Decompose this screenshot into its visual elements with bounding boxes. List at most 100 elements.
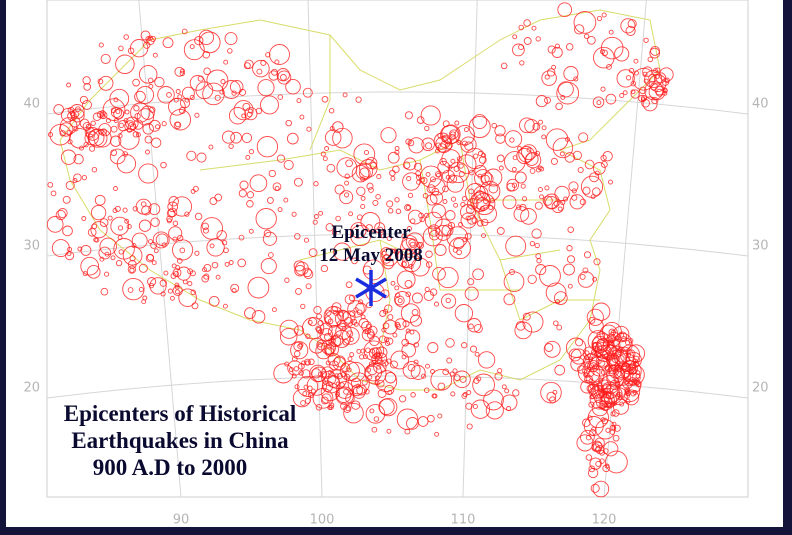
quake-circle — [247, 276, 270, 299]
quake-circle — [436, 172, 441, 178]
quake-circle — [413, 162, 422, 171]
quake-circle — [466, 390, 472, 395]
quake-circle — [592, 480, 610, 498]
quake-circle — [520, 183, 526, 189]
quake-circle — [62, 225, 73, 237]
quake-circle — [477, 151, 483, 157]
quake-circle — [344, 180, 350, 186]
quake-circle — [423, 387, 430, 393]
quake-circle — [203, 263, 212, 272]
boundaries — [59, 9, 661, 391]
quake-circle — [216, 230, 227, 241]
quake-circle — [382, 322, 390, 330]
quake-circle — [467, 318, 482, 333]
quake-circle — [610, 330, 616, 336]
quake-circle — [585, 434, 592, 441]
quake-circle — [384, 304, 393, 313]
quake-circle — [255, 208, 277, 230]
quake-circle — [303, 237, 310, 243]
quake-circle — [260, 258, 277, 275]
quake-circle — [396, 270, 416, 290]
quake-circle — [614, 377, 620, 383]
quake-circle — [140, 30, 151, 41]
quake-circle — [625, 363, 631, 369]
quake-circle — [252, 59, 270, 78]
quake-circle — [189, 44, 195, 50]
quake-circle — [465, 215, 471, 221]
quake-circle — [211, 261, 219, 269]
quake-circle — [87, 129, 105, 147]
lat-tick-label: 20 — [23, 381, 40, 396]
quake-circle — [402, 361, 421, 380]
quake-circle — [494, 372, 503, 381]
quake-circle — [313, 181, 319, 187]
quake-circle — [523, 19, 531, 27]
quake-circle — [161, 242, 167, 248]
quake-circle — [73, 173, 82, 182]
quake-circle — [387, 389, 393, 395]
quake-circle — [126, 127, 132, 133]
quake-circle — [167, 288, 173, 294]
quake-circle — [519, 203, 527, 212]
lon-tick-label: 100 — [310, 513, 335, 528]
quake-circle — [600, 36, 624, 60]
quake-circle — [141, 205, 152, 216]
quake-circle — [324, 129, 342, 146]
quake-circle — [115, 54, 135, 75]
quake-circle — [461, 342, 468, 349]
quake-circle — [617, 355, 625, 363]
quake-circle — [612, 434, 620, 442]
quake-circle — [202, 267, 207, 273]
quake-circle — [458, 163, 464, 169]
quake-circle — [600, 344, 617, 361]
quake-circle — [190, 289, 196, 296]
quake-circle — [77, 246, 83, 252]
quake-circle — [260, 95, 279, 115]
grid-line — [46, 375, 749, 399]
quake-circle — [527, 274, 537, 284]
quake-circle — [295, 287, 302, 295]
quake-circle — [651, 96, 659, 105]
quake-circle — [308, 358, 315, 366]
quake-circle — [306, 126, 312, 132]
lat-tick-label: 30 — [752, 239, 769, 254]
quake-circle — [271, 307, 277, 313]
quake-circle — [529, 240, 536, 247]
quake-circle — [134, 90, 146, 103]
quake-circle — [233, 100, 254, 121]
quake-circle — [504, 130, 523, 148]
quake-circle — [582, 353, 600, 371]
quake-circle — [584, 374, 593, 384]
quake-circle — [602, 151, 613, 162]
quake-circle — [292, 388, 312, 408]
quake-circle — [329, 126, 335, 131]
quake-circle — [142, 123, 154, 135]
quake-circle — [175, 265, 181, 271]
quake-circle — [577, 271, 595, 288]
quake-circle — [279, 319, 299, 339]
quake-circle — [73, 126, 79, 132]
quake-circle — [350, 377, 362, 388]
quake-circle — [268, 169, 276, 178]
quake-circle — [263, 229, 272, 238]
quake-circle — [367, 365, 378, 376]
quake-circle — [433, 132, 451, 150]
quake-circle — [544, 74, 550, 80]
quake-circle — [614, 46, 630, 62]
quake-circle — [435, 224, 452, 241]
quake-circle — [293, 366, 299, 372]
quake-circle — [605, 391, 612, 398]
quake-circle — [433, 301, 440, 307]
quake-circle — [243, 62, 251, 70]
quake-circle — [47, 132, 54, 138]
quake-circle — [321, 95, 329, 103]
quake-circle — [550, 157, 558, 165]
quake-circle — [62, 195, 71, 204]
quake-circle — [613, 346, 635, 368]
quake-circle — [608, 29, 614, 35]
quake-circle — [181, 86, 195, 100]
quake-circle — [378, 226, 384, 232]
quake-circle — [563, 196, 569, 202]
quake-circle — [265, 52, 271, 58]
quake-circle — [116, 154, 137, 174]
